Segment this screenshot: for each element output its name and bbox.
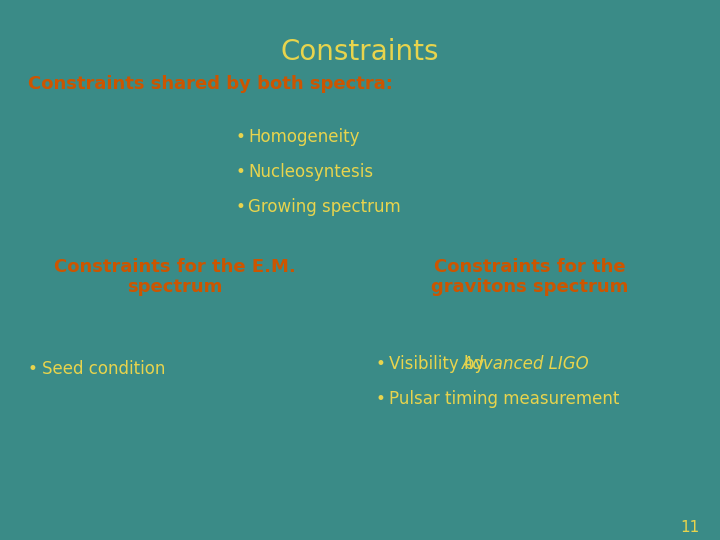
- Text: Nucleosyntesis: Nucleosyntesis: [248, 163, 373, 181]
- Text: •: •: [235, 128, 245, 146]
- Text: •: •: [235, 198, 245, 216]
- Text: Visibility by: Visibility by: [389, 355, 490, 373]
- Text: Constraints for the: Constraints for the: [434, 258, 626, 276]
- Text: Growing spectrum: Growing spectrum: [248, 198, 401, 216]
- Text: Pulsar timing measurement: Pulsar timing measurement: [389, 390, 619, 408]
- Text: Advanced LIGO: Advanced LIGO: [462, 355, 590, 373]
- Text: gravitons spectrum: gravitons spectrum: [431, 278, 629, 296]
- Text: •: •: [375, 355, 385, 373]
- Text: •: •: [235, 163, 245, 181]
- Text: 11: 11: [680, 520, 700, 535]
- Text: Homogeneity: Homogeneity: [248, 128, 359, 146]
- Text: spectrum: spectrum: [127, 278, 222, 296]
- Text: •: •: [375, 390, 385, 408]
- Text: Constraints shared by both spectra:: Constraints shared by both spectra:: [28, 75, 393, 93]
- Text: Constraints: Constraints: [281, 38, 439, 66]
- Text: Seed condition: Seed condition: [42, 360, 166, 378]
- Text: Constraints for the E.M.: Constraints for the E.M.: [54, 258, 296, 276]
- Text: •: •: [28, 360, 38, 378]
